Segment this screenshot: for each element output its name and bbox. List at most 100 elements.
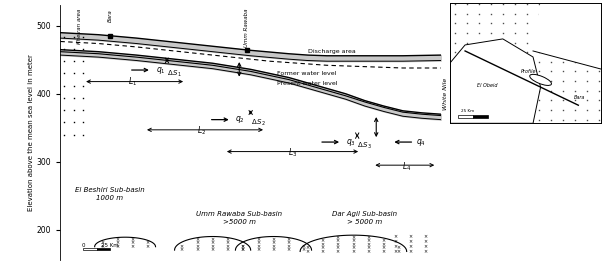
Text: $\times$: $\times$: [423, 242, 428, 250]
Text: $\times$: $\times$: [408, 238, 413, 245]
Text: $\times$: $\times$: [115, 242, 120, 250]
Text: $q_2$: $q_2$: [236, 114, 245, 125]
Text: $\times$: $\times$: [381, 240, 387, 248]
Text: $\times$: $\times$: [396, 244, 402, 251]
Text: $\times$: $\times$: [301, 246, 307, 253]
Text: $\times$: $\times$: [255, 235, 261, 243]
Text: $\times$: $\times$: [393, 238, 398, 245]
Text: $\times$: $\times$: [351, 244, 356, 251]
Text: $\times$: $\times$: [194, 239, 200, 246]
Text: $\times$: $\times$: [271, 246, 276, 253]
Text: $\times$: $\times$: [351, 247, 356, 255]
Text: $\times$: $\times$: [210, 246, 215, 253]
Text: $\times$: $\times$: [381, 247, 387, 255]
Text: $\times$: $\times$: [396, 247, 402, 255]
Text: $\times$: $\times$: [210, 239, 215, 246]
Text: El Beshiri Sub-basin: El Beshiri Sub-basin: [75, 187, 145, 193]
Polygon shape: [533, 3, 601, 69]
Text: $\times$: $\times$: [320, 237, 326, 244]
Text: $\times$: $\times$: [194, 246, 200, 253]
Bar: [458, 115, 473, 118]
Text: >5000 m: >5000 m: [223, 219, 255, 225]
Text: $L_4$: $L_4$: [402, 160, 411, 173]
Text: $\times$: $\times$: [130, 242, 135, 250]
Text: $\times$: $\times$: [225, 239, 231, 246]
Text: $\times$: $\times$: [225, 235, 231, 243]
Text: $\times$: $\times$: [255, 242, 261, 250]
Text: $\times$: $\times$: [240, 246, 246, 253]
Text: Discharge area: Discharge area: [307, 49, 356, 54]
Text: $\times$: $\times$: [286, 246, 291, 253]
Text: $\times$: $\times$: [393, 233, 398, 240]
Text: $\times$: $\times$: [255, 246, 261, 253]
Text: $\times$: $\times$: [351, 240, 356, 248]
Text: $\times$: $\times$: [305, 244, 310, 251]
Text: $\times$: $\times$: [286, 242, 291, 250]
Text: $\times$: $\times$: [423, 233, 428, 240]
Text: $\times$: $\times$: [240, 246, 246, 253]
Text: $\times$: $\times$: [179, 246, 185, 253]
Text: $\times$: $\times$: [408, 233, 413, 240]
Text: $\times$: $\times$: [179, 242, 185, 250]
Text: $L_3$: $L_3$: [288, 147, 297, 159]
Text: $\times$: $\times$: [320, 247, 326, 255]
Text: $\times$: $\times$: [145, 242, 150, 250]
Text: $\times$: $\times$: [351, 237, 356, 244]
Text: $\times$: $\times$: [335, 247, 341, 255]
Text: 25 Km: 25 Km: [101, 243, 119, 248]
Text: $\times$: $\times$: [366, 237, 371, 244]
Text: > 5000 m: > 5000 m: [347, 219, 382, 225]
Text: $\times$: $\times$: [393, 247, 398, 255]
Text: Umm Rawaba Sub-basin: Umm Rawaba Sub-basin: [196, 211, 282, 217]
Text: $\times$: $\times$: [335, 240, 341, 248]
Text: $\times$: $\times$: [320, 244, 326, 251]
Text: $\Delta\,S_2$: $\Delta\,S_2$: [251, 118, 266, 128]
Text: $\times$: $\times$: [408, 247, 413, 255]
Text: Dar Agil Sub-basin: Dar Agil Sub-basin: [332, 211, 397, 217]
Text: $\times$: $\times$: [225, 242, 231, 250]
Y-axis label: Elevation above the mean sea level in meter: Elevation above the mean sea level in me…: [28, 55, 34, 211]
Bar: [83, 248, 97, 250]
Text: $q_4$: $q_4$: [416, 136, 426, 148]
Text: Present water level: Present water level: [277, 81, 338, 86]
Text: Umm Rawaba: Umm Rawaba: [245, 9, 249, 47]
Text: $\times$: $\times$: [366, 244, 371, 251]
Text: $\times$: $\times$: [115, 235, 120, 243]
Text: $\times$: $\times$: [100, 239, 105, 246]
Bar: [97, 248, 110, 250]
Text: $\times$: $\times$: [335, 237, 341, 244]
Text: $\times$: $\times$: [271, 242, 276, 250]
Text: $\times$: $\times$: [366, 233, 371, 241]
Bar: [472, 115, 488, 118]
Text: El Obeid: El Obeid: [477, 83, 498, 88]
Text: $\times$: $\times$: [210, 242, 215, 250]
Text: Profile: Profile: [521, 69, 536, 74]
Text: $L_1$: $L_1$: [128, 76, 137, 89]
Text: $\times$: $\times$: [194, 242, 200, 250]
Text: Bara: Bara: [574, 95, 585, 100]
Text: $\times$: $\times$: [393, 242, 398, 250]
Text: $\Delta\,S_1$: $\Delta\,S_1$: [167, 68, 182, 79]
Text: $\times$: $\times$: [335, 244, 341, 251]
Text: $L_2$: $L_2$: [197, 125, 206, 137]
Text: $\times$: $\times$: [286, 235, 291, 243]
Text: 1000 m: 1000 m: [96, 195, 123, 201]
Text: $\times$: $\times$: [408, 242, 413, 250]
Text: $\times$: $\times$: [145, 239, 150, 246]
Text: $\times$: $\times$: [301, 242, 307, 250]
Text: $\times$: $\times$: [351, 233, 356, 241]
Text: $q_3$: $q_3$: [345, 136, 356, 148]
Text: Bara: Bara: [108, 9, 112, 22]
Text: $\times$: $\times$: [366, 240, 371, 248]
Text: $\Delta\,S_3$: $\Delta\,S_3$: [357, 140, 372, 150]
Text: Former water level: Former water level: [277, 71, 336, 76]
Text: $\times$: $\times$: [255, 239, 261, 246]
Text: $\times$: $\times$: [225, 246, 231, 253]
Text: Kheiran area: Kheiran area: [77, 9, 82, 44]
Text: $\times$: $\times$: [100, 242, 105, 250]
Text: 0: 0: [82, 243, 85, 248]
Text: 25 Km: 25 Km: [461, 109, 475, 113]
Text: White Nile: White Nile: [443, 78, 448, 110]
Ellipse shape: [530, 74, 551, 85]
Text: $\times$: $\times$: [130, 235, 135, 243]
